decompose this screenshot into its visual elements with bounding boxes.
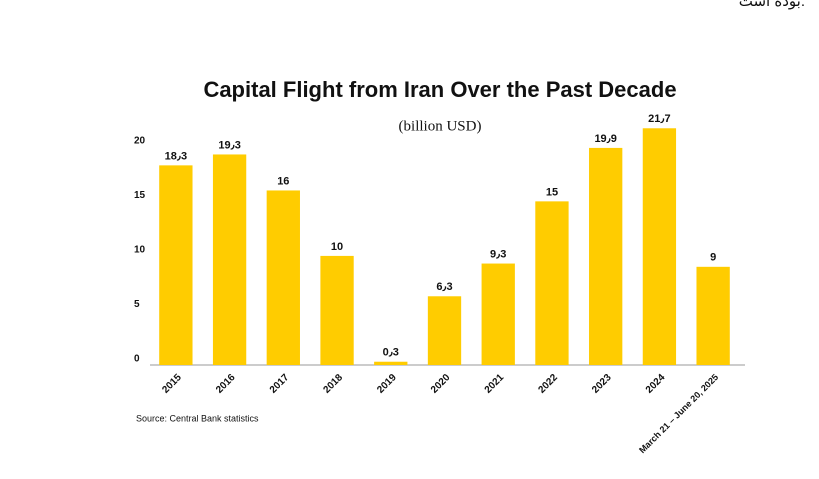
bar (427, 296, 462, 365)
x-tick-label: 2019 (375, 372, 399, 396)
x-tick-label: 2020 (429, 372, 453, 396)
y-tick-label: 0 (134, 354, 140, 365)
source-note: Source: Central Bank statistics (136, 413, 259, 423)
x-tick-label: 2021 (483, 372, 507, 396)
y-tick-label: 10 (134, 245, 146, 256)
chart-title: Capital Flight from Iran Over the Past D… (203, 77, 676, 102)
value-label: 19٫9 (594, 133, 616, 145)
bar (589, 147, 623, 365)
value-label: 0٫3 (383, 347, 399, 359)
y-tick-label: 15 (134, 190, 146, 201)
x-tick-label: 2023 (590, 372, 614, 396)
value-label: 18٫3 (165, 150, 187, 162)
value-label: 6٫3 (436, 281, 452, 293)
x-tick-label: 2024 (644, 372, 668, 396)
x-tick-label: 2018 (322, 372, 346, 396)
x-tick-label: 2015 (160, 372, 184, 396)
y-tick-label: 5 (134, 299, 140, 310)
x-tick-label: 2017 (268, 372, 292, 396)
bar (266, 190, 300, 365)
value-label: 10 (331, 241, 343, 253)
bar (535, 201, 569, 365)
header-fragment: بوده است. (739, 0, 805, 10)
bar (481, 263, 515, 365)
value-label: 16 (277, 175, 289, 187)
bar (374, 361, 408, 365)
x-tick-label: 2022 (536, 372, 560, 396)
value-label: 19٫3 (218, 139, 240, 151)
value-label: 21٫7 (648, 113, 670, 125)
value-label: 9 (710, 252, 716, 264)
bar (696, 266, 730, 365)
bar (159, 165, 193, 365)
bar (320, 255, 354, 365)
value-label: 9٫3 (490, 248, 506, 260)
value-label: 15 (546, 186, 558, 198)
x-tick-label: 2016 (214, 372, 238, 396)
bar (212, 154, 247, 365)
y-tick-label: 20 (134, 135, 146, 146)
chart-subtitle: (billion USD) (399, 118, 482, 134)
bar (642, 128, 677, 365)
